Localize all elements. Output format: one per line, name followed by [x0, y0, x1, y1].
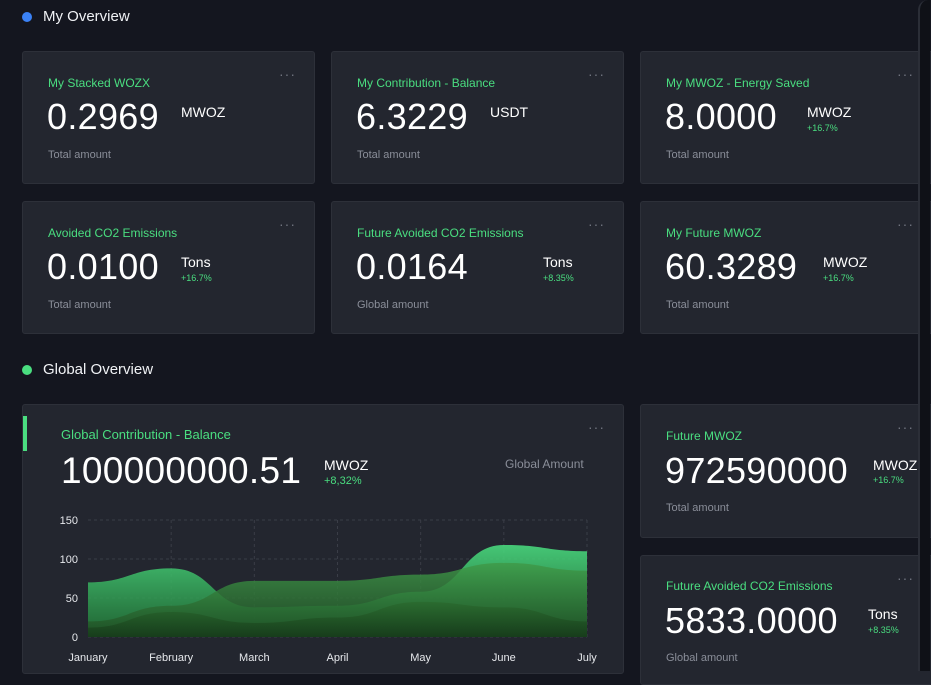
card-subtitle: Total amount: [666, 502, 729, 514]
more-options-icon[interactable]: ···: [897, 66, 914, 82]
card-value: 0.2969: [47, 96, 159, 137]
global-contribution-card: Global Contribution - Balance ··· 100000…: [22, 404, 624, 674]
x-tick-label: March: [239, 652, 270, 664]
global-future-mwoz-card: Future MWOZ ··· 972590000 MWOZ +16.7% To…: [640, 404, 931, 538]
card-value: 60.3289: [665, 246, 798, 287]
scrollbar[interactable]: [918, 0, 930, 671]
x-tick-label: January: [68, 652, 108, 664]
contribution-balance-card: My Contribution - Balance ··· 6.3229 USD…: [331, 51, 624, 184]
card-value: 5833.0000: [665, 600, 838, 641]
card-title: My Stacked WOZX: [48, 76, 151, 90]
more-options-icon[interactable]: ···: [279, 66, 296, 82]
card-value: 100000000.51: [61, 450, 302, 491]
x-tick-label: February: [149, 652, 194, 664]
x-tick-label: July: [577, 652, 597, 664]
card-unit: MWOZ: [823, 254, 868, 270]
global-future-avoided-co2-card: Future Avoided CO2 Emissions ··· 5833.00…: [640, 555, 931, 685]
card-value: 972590000: [665, 450, 848, 491]
card-title: My Future MWOZ: [666, 226, 762, 240]
card-unit: MWOZ: [324, 457, 369, 473]
card-value: 6.3229: [356, 96, 468, 137]
card-change: +8.35%: [543, 273, 574, 283]
card-title: Avoided CO2 Emissions: [48, 226, 178, 240]
card-subtitle: Total amount: [666, 299, 729, 311]
global-overview-header: Global Overview: [22, 361, 153, 378]
more-options-icon[interactable]: ···: [897, 419, 914, 435]
future-avoided-co2-card: Future Avoided CO2 Emissions ··· 0.0164 …: [331, 201, 624, 334]
card-change: +16.7%: [181, 273, 212, 283]
card-title: Global Contribution - Balance: [61, 427, 231, 442]
card-value: 0.0164: [356, 246, 468, 287]
more-options-icon[interactable]: ···: [588, 419, 605, 435]
future-mwoz-card: My Future MWOZ ··· 60.3289 MWOZ +16.7% T…: [640, 201, 931, 334]
more-options-icon[interactable]: ···: [588, 216, 605, 232]
card-unit: MWOZ: [181, 104, 226, 120]
y-tick-label: 50: [66, 593, 78, 605]
card-change: +8,32%: [324, 475, 362, 487]
card-unit: Tons: [868, 606, 898, 622]
card-value: 0.0100: [47, 246, 159, 287]
card-subtitle: Total amount: [48, 149, 111, 161]
area-chart: 0 50 100 150 January February March April May Ju…: [60, 515, 598, 664]
card-subtitle: Total amount: [666, 149, 729, 161]
card-change: +16.7%: [823, 273, 854, 283]
card-subtitle: Global Amount: [505, 457, 584, 471]
green-dot-icon: [22, 364, 32, 375]
card-title: Future MWOZ: [666, 429, 743, 443]
y-tick-label: 0: [72, 632, 78, 644]
my-overview-header: My Overview: [22, 8, 130, 25]
accent-bar: [23, 416, 27, 451]
card-subtitle: Total amount: [357, 149, 420, 161]
card-subtitle: Global amount: [666, 652, 738, 664]
card-unit: USDT: [490, 104, 529, 120]
card-title: My Contribution - Balance: [357, 76, 496, 90]
more-options-icon[interactable]: ···: [279, 216, 296, 232]
x-tick-label: April: [326, 652, 348, 664]
card-subtitle: Total amount: [48, 299, 111, 311]
card-title: My MWOZ - Energy Saved: [666, 76, 810, 90]
card-unit: MWOZ: [873, 457, 918, 473]
card-unit: Tons: [543, 254, 573, 270]
card-unit: MWOZ: [807, 104, 852, 120]
card-value: 8.0000: [665, 96, 777, 137]
card-subtitle: Global amount: [357, 299, 429, 311]
energy-saved-card: My MWOZ - Energy Saved ··· 8.0000 MWOZ +…: [640, 51, 931, 184]
card-title: Future Avoided CO2 Emissions: [357, 226, 524, 240]
card-unit: Tons: [181, 254, 211, 270]
area-series-3: [88, 601, 587, 637]
x-tick-label: June: [492, 652, 516, 664]
stacked-wozx-card: My Stacked WOZX ··· 0.2969 MWOZ Total am…: [22, 51, 315, 184]
more-options-icon[interactable]: ···: [897, 570, 914, 586]
y-tick-label: 150: [60, 515, 78, 527]
card-title: Future Avoided CO2 Emissions: [666, 579, 833, 593]
x-tick-label: May: [410, 652, 431, 664]
y-tick-label: 100: [60, 554, 78, 566]
more-options-icon[interactable]: ···: [897, 216, 914, 232]
blue-dot-icon: [22, 11, 32, 22]
avoided-co2-card: Avoided CO2 Emissions ··· 0.0100 Tons +1…: [22, 201, 315, 334]
card-change: +16.7%: [807, 123, 838, 133]
global-overview-title: Global Overview: [43, 361, 154, 378]
card-change: +8.35%: [868, 625, 899, 635]
more-options-icon[interactable]: ···: [588, 66, 605, 82]
card-change: +16.7%: [873, 475, 904, 485]
my-overview-title: My Overview: [43, 8, 130, 25]
